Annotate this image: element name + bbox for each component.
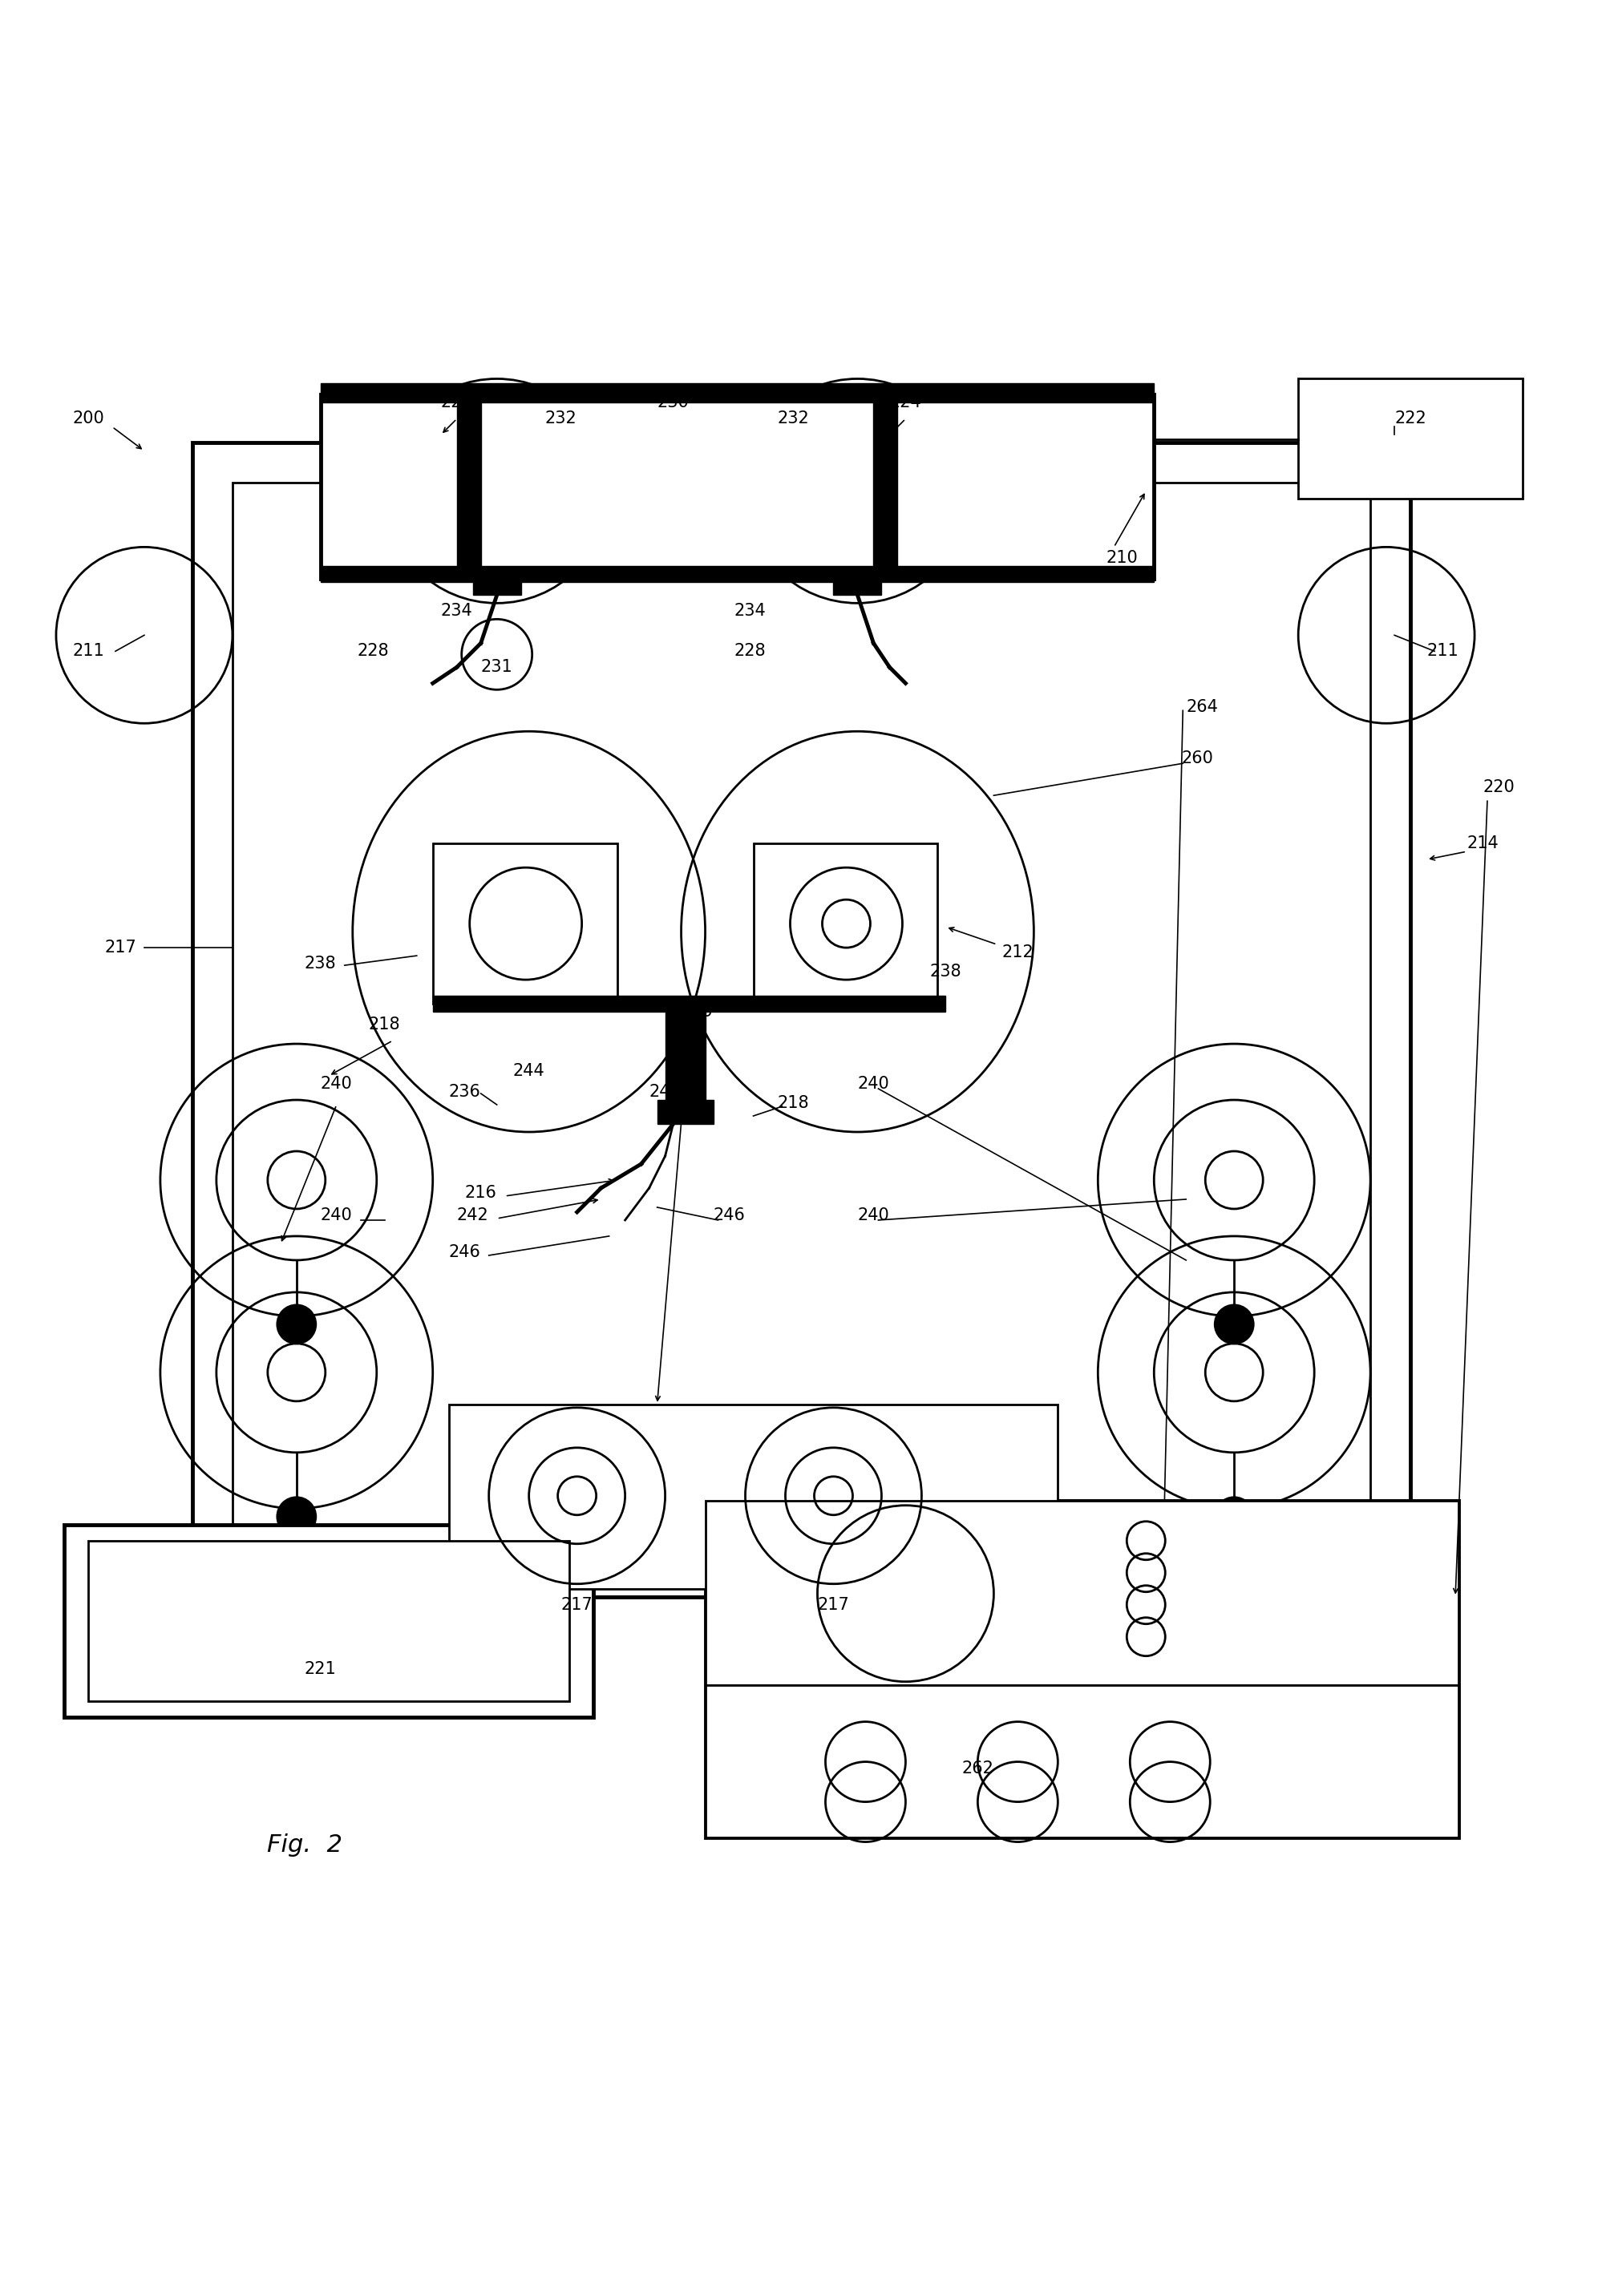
Bar (449, 1405, 1057, 1589)
Text: 234: 234 (441, 604, 473, 620)
Bar (753, 843, 937, 1003)
Text: 210: 210 (1105, 551, 1137, 567)
Circle shape (277, 1497, 316, 1536)
Text: 231: 231 (481, 659, 513, 675)
Text: 244: 244 (649, 1084, 681, 1100)
Bar (320, 383, 1153, 402)
Bar (657, 1100, 713, 1125)
Bar (232, 482, 1370, 1573)
Text: 212: 212 (1001, 944, 1033, 960)
Text: 224: 224 (889, 395, 921, 411)
Bar (320, 567, 1153, 583)
Text: Fig.  2: Fig. 2 (266, 1835, 343, 1857)
Text: 240: 240 (320, 1077, 352, 1093)
Text: 240: 240 (857, 1077, 889, 1093)
Text: 222: 222 (1394, 411, 1426, 427)
Text: 234: 234 (734, 604, 766, 620)
Text: 216: 216 (465, 1185, 497, 1201)
Bar (433, 996, 945, 1013)
Bar (873, 402, 897, 579)
Bar (192, 443, 1410, 1596)
Text: 240: 240 (857, 1208, 889, 1224)
Circle shape (277, 1304, 316, 1343)
Bar (705, 1502, 1458, 1685)
Text: 218: 218 (777, 1095, 809, 1111)
Bar (1298, 379, 1522, 498)
Text: 236: 236 (449, 1084, 481, 1100)
Circle shape (1214, 1304, 1253, 1343)
Text: 221: 221 (304, 1660, 336, 1676)
Text: 262: 262 (961, 1761, 993, 1777)
Text: 217: 217 (817, 1596, 849, 1612)
Bar (457, 402, 481, 579)
Bar (833, 572, 881, 595)
Bar (320, 395, 1153, 579)
Text: 240: 240 (320, 1208, 352, 1224)
Text: 230: 230 (657, 395, 689, 411)
Text: 211: 211 (72, 643, 104, 659)
Text: 260: 260 (1181, 751, 1213, 767)
Bar (320, 395, 1153, 579)
Text: 217: 217 (561, 1596, 593, 1612)
Text: 217: 217 (104, 939, 136, 955)
Bar (88, 1541, 569, 1701)
Text: 211: 211 (1426, 643, 1458, 659)
Text: 246: 246 (713, 1208, 745, 1224)
Text: 228: 228 (734, 643, 766, 659)
Text: 200: 200 (72, 411, 104, 427)
Bar (64, 1525, 593, 1717)
Circle shape (1214, 1497, 1253, 1536)
Text: 232: 232 (777, 411, 809, 427)
Text: 215: 215 (681, 1003, 713, 1019)
Bar (705, 1685, 1458, 1837)
Bar (473, 572, 521, 595)
Bar (665, 1013, 705, 1116)
Text: 228: 228 (357, 643, 389, 659)
Text: 224: 224 (441, 395, 473, 411)
Bar (433, 843, 617, 1003)
Text: 232: 232 (545, 411, 577, 427)
Text: 244: 244 (513, 1063, 545, 1079)
Text: 218: 218 (368, 1017, 400, 1033)
Text: 238: 238 (929, 964, 961, 980)
Text: 246: 246 (449, 1244, 481, 1261)
Text: 214: 214 (1466, 836, 1498, 852)
Text: 242: 242 (457, 1208, 489, 1224)
Text: 220: 220 (1482, 778, 1514, 794)
Bar (705, 1502, 1458, 1837)
Text: 238: 238 (304, 955, 336, 971)
Text: 264: 264 (1185, 700, 1218, 716)
